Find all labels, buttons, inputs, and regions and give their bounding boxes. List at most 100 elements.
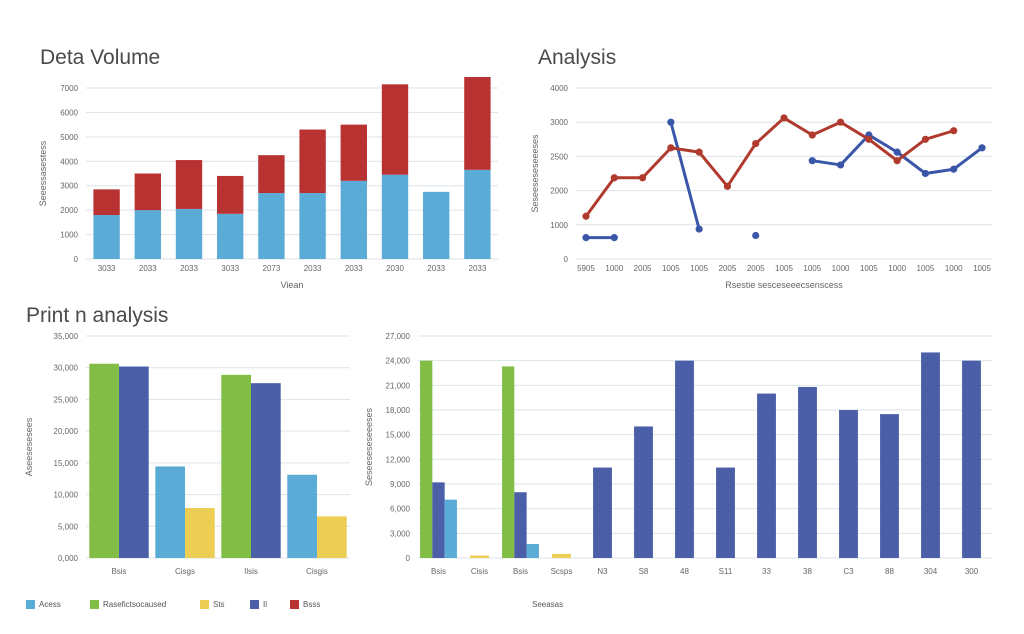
y-tick-label: 5,000 — [58, 522, 79, 531]
bar-2-series-1 — [514, 492, 527, 558]
bar-10-series-1 — [839, 410, 858, 558]
y-axis-title: Aseesesesees — [24, 417, 34, 476]
y-tick-label: 4000 — [60, 157, 78, 166]
series-0-point — [978, 144, 986, 152]
series-1-point — [893, 157, 901, 165]
series-1-point — [667, 144, 675, 152]
bar-4-series-1 — [593, 467, 612, 558]
x-tick-label: 1000 — [945, 264, 963, 273]
x-tick-label: 2033 — [180, 264, 198, 273]
series-0-point — [752, 231, 760, 240]
bar-3-series-1 — [217, 175, 244, 214]
x-tick-label: 3033 — [98, 264, 116, 273]
legend-label: Il — [263, 600, 267, 609]
x-tick-label: Bsis — [111, 567, 126, 576]
y-tick-label: 6000 — [60, 108, 78, 117]
bar-1-series-3 — [185, 508, 215, 558]
bar-2-series-2 — [526, 544, 539, 558]
x-tick-label: C3 — [843, 567, 854, 576]
series-0-point — [610, 234, 618, 242]
legend-swatch — [90, 600, 99, 609]
bar-8-series-1 — [757, 393, 776, 558]
bar-0-series-0 — [93, 215, 120, 259]
series-1-point — [921, 135, 930, 143]
series-1-point — [836, 118, 845, 126]
y-axis-title: Seeessasestess — [38, 140, 48, 206]
x-tick-label: Bsis — [431, 567, 446, 576]
legend-item: Acess — [26, 600, 61, 609]
y-tick-label: 2500 — [550, 152, 568, 161]
bar-9-series-0 — [464, 169, 491, 259]
legend-item: Bsss — [290, 600, 320, 609]
x-tick-label: Scsps — [551, 567, 573, 576]
bar-6-series-1 — [675, 360, 694, 558]
y-tick-label: 12,000 — [386, 455, 411, 464]
series-1-point — [865, 135, 873, 143]
footer-label: Seeasas — [532, 600, 563, 609]
legend-item: Sts — [200, 600, 225, 609]
x-tick-label: 300 — [965, 567, 979, 576]
legend-label: Sts — [213, 600, 225, 609]
legend-swatch — [26, 600, 35, 609]
bar-7-series-1 — [381, 84, 409, 175]
x-axis-title: Rsestie sesceseeecsenscess — [725, 280, 843, 290]
legend-swatch — [200, 600, 209, 609]
y-tick-label: 35,000 — [54, 332, 79, 341]
y-tick-label: 1000 — [550, 221, 568, 230]
x-tick-label: 38 — [803, 567, 812, 576]
y-tick-label: 3000 — [550, 118, 568, 127]
x-tick-label: 33 — [762, 567, 771, 576]
bar-6-series-1 — [340, 124, 367, 181]
bar-11-series-1 — [880, 414, 899, 558]
y-tick-label: 7000 — [60, 84, 78, 93]
bar-2-series-0 — [175, 208, 203, 259]
x-tick-label: 1000 — [605, 264, 623, 273]
bar-0-series-2 — [444, 499, 457, 558]
bar-9-series-1 — [464, 77, 491, 170]
x-tick-label: 2033 — [139, 264, 157, 273]
bar-12-series-1 — [921, 352, 940, 558]
y-tick-label: 24,000 — [386, 357, 411, 366]
series-1-point — [695, 148, 703, 156]
x-tick-label: 2073 — [263, 264, 281, 273]
x-tick-label: N3 — [597, 567, 608, 576]
bar-2-series-1 — [175, 160, 203, 209]
x-tick-label: Bsis — [513, 567, 528, 576]
chart-title-data-volume: Deta Volume — [40, 46, 161, 69]
bar-1-series-3 — [470, 555, 489, 558]
y-tick-label: 27,000 — [386, 332, 411, 341]
bar-1-series-0 — [134, 210, 161, 259]
series-0-point — [893, 148, 901, 156]
series-1-point — [780, 114, 788, 122]
x-tick-label: 2030 — [386, 264, 404, 273]
series-1-point — [723, 182, 732, 190]
x-axis-title: Viean — [281, 280, 304, 290]
x-tick-label: S8 — [639, 567, 649, 576]
bar-2-series-0 — [221, 374, 251, 558]
series-1-point — [582, 212, 590, 220]
y-tick-label: 15,000 — [54, 459, 79, 468]
x-tick-label: Ilsis — [244, 567, 258, 576]
x-tick-label: S11 — [719, 567, 733, 576]
x-tick-label: 48 — [680, 567, 689, 576]
x-tick-label: 304 — [924, 567, 938, 576]
y-tick-label: 0,000 — [58, 554, 79, 563]
y-tick-label: 25,000 — [54, 395, 79, 404]
bar-0-series-1 — [432, 482, 445, 558]
y-tick-label: 2000 — [550, 187, 568, 196]
bar-7-series-0 — [381, 174, 409, 259]
legend-label: Bsss — [303, 600, 321, 609]
bar-3-series-3 — [552, 553, 571, 558]
y-tick-label: 5000 — [60, 133, 78, 142]
x-tick-label: 1005 — [917, 264, 935, 273]
y-tick-label: 4000 — [550, 84, 568, 93]
x-tick-label: 2033 — [304, 264, 322, 273]
y-tick-label: 3000 — [60, 182, 78, 191]
footer-label-text: Seeasas — [532, 600, 564, 609]
x-tick-label: 2005 — [747, 264, 765, 273]
y-tick-label: 2000 — [60, 206, 78, 215]
legend-item: Rasefictsocaused — [90, 600, 166, 609]
x-tick-label: 1005 — [860, 264, 878, 273]
y-tick-label: 30,000 — [54, 364, 79, 373]
